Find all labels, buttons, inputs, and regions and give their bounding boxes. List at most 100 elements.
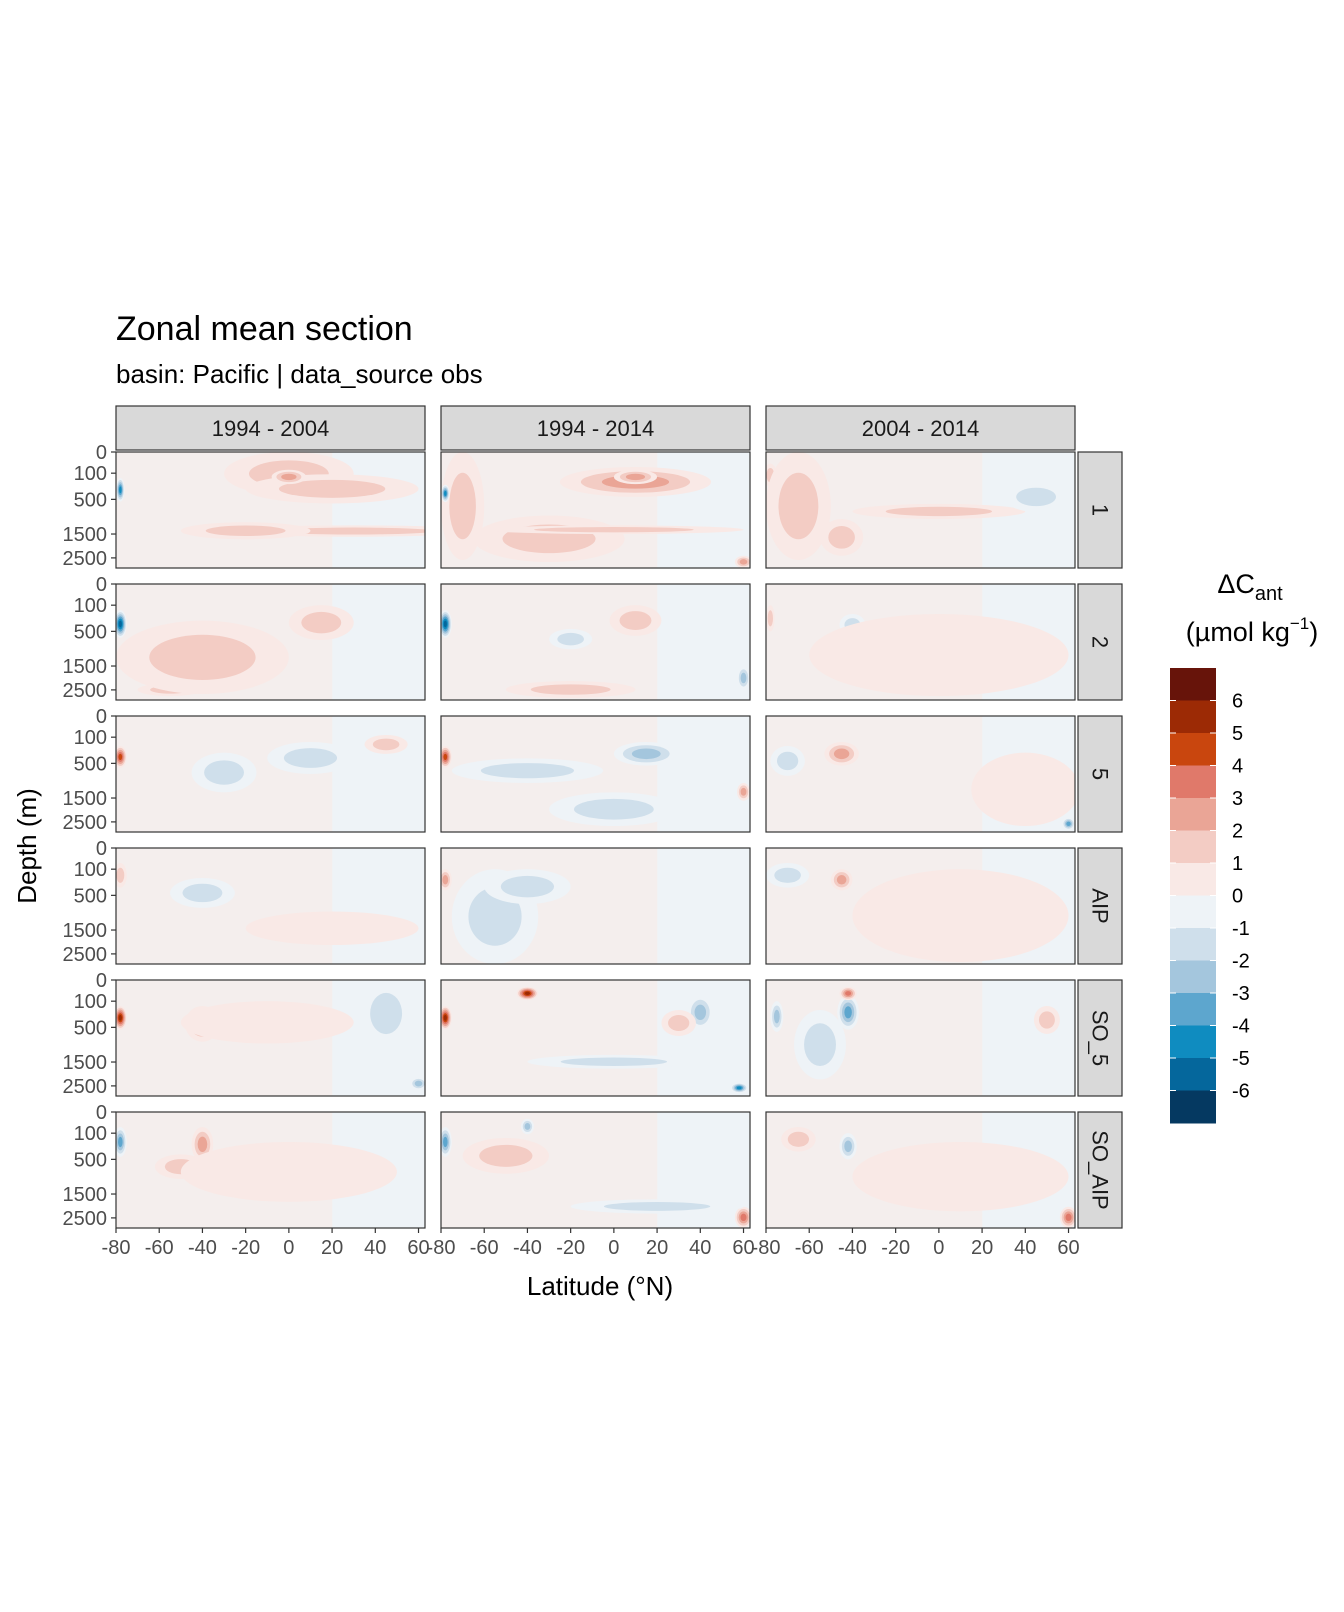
x-tick-label-0: 0	[608, 1237, 619, 1259]
panel-border	[765, 451, 1076, 569]
y-tick-label-0: 0	[96, 838, 107, 860]
contour-5-level-2	[205, 525, 286, 537]
panel-so-5-1994-2014	[441, 980, 750, 1096]
contour-0-level-6	[118, 1014, 122, 1021]
contour-0-level-5	[118, 753, 123, 761]
panel-border	[115, 451, 426, 569]
y-tick-label-500: 500	[74, 1017, 107, 1039]
legend-swatch-6	[1170, 863, 1216, 896]
panel-border	[765, 1111, 1076, 1229]
legend-title-unit: (µmol kg	[1186, 617, 1290, 647]
y-tick-label-2500: 2500	[63, 680, 108, 702]
contour-0-level-3	[442, 875, 449, 885]
legend-title-line1: ΔCant	[1217, 569, 1283, 605]
y-tick-label-500: 500	[74, 753, 107, 775]
row-strip-label-aip: AIP	[1088, 888, 1113, 923]
contour-4-level-2	[1016, 487, 1057, 507]
x-tick-label-20: -20	[556, 1237, 585, 1259]
contour-4-level-2	[668, 1014, 690, 1032]
contour-1-level-2	[479, 1144, 533, 1167]
legend-swatch-9	[1170, 960, 1216, 994]
contour-4-level-2	[534, 527, 694, 533]
y-tick-label-1500: 1500	[63, 788, 108, 810]
contour-3-level-2	[372, 738, 400, 751]
x-tick-label-40: 40	[1014, 1237, 1036, 1259]
contour-5-level-2	[560, 1057, 668, 1066]
legend-label-2: -2	[1232, 951, 1250, 973]
contour-3-level-4	[1066, 821, 1071, 826]
contour-4-level-3	[740, 787, 747, 796]
panel-2-1994-2014	[441, 584, 750, 700]
y-tick-label-100: 100	[74, 595, 107, 617]
contour-1-level-2	[774, 867, 801, 883]
row-strip-label-5: 5	[1088, 768, 1113, 780]
panel-5-2004-2014	[766, 716, 1075, 832]
panel-border	[765, 979, 1076, 1097]
contour-0-level-3	[836, 875, 847, 885]
contour-2-level-2	[370, 992, 403, 1035]
contour-5-level-5	[444, 490, 447, 496]
x-tick-label-40: -40	[188, 1237, 217, 1259]
contour-3-level-3	[524, 1123, 531, 1130]
panel-border	[115, 715, 426, 833]
panel-border	[440, 583, 751, 701]
x-tick-label-20: -20	[881, 1237, 910, 1259]
panel-aip-1994-2004	[116, 848, 425, 964]
panel-2-1994-2004	[116, 584, 425, 700]
legend-swatch-0	[1170, 668, 1216, 701]
panel-border	[115, 583, 426, 701]
contour-3-level-2	[804, 1023, 836, 1066]
legend: ΔCant (µmol kg−1) 6 5 4 3 2 1 0 -1 -2 -3 -4 -5 -6	[1170, 569, 1318, 1124]
contour-3-level-3	[414, 1080, 423, 1087]
contour-0-level-2	[787, 1131, 810, 1147]
contour-3-level-5	[736, 1086, 742, 1090]
contour-1-level-6	[524, 991, 531, 996]
legend-title-subscript: ant	[1255, 583, 1283, 605]
panel-so-5-2004-2014	[766, 980, 1075, 1096]
y-tick-label-0: 0	[96, 1102, 107, 1124]
legend-label-6: -6	[1232, 1081, 1250, 1103]
legend-swatch-12	[1170, 1058, 1216, 1091]
contour-2-level-1	[809, 613, 1069, 697]
row-strip-so-aip	[1077, 1111, 1123, 1229]
x-tick-label-40: -40	[838, 1237, 867, 1259]
legend-label-6: 6	[1232, 691, 1243, 713]
contour-3-level-2	[149, 634, 256, 680]
chart-title: Zonal mean section	[116, 310, 413, 348]
x-tick-label-60: -60	[470, 1237, 499, 1259]
contour-1-level-3	[625, 473, 646, 481]
y-axis: 0100500150025000100500150025000100500150…	[63, 442, 116, 1230]
x-axis: -80 -60 -40 -20 0 20 40 60-80 -60 -40 -20 0 20 40 60-8…	[102, 1228, 1080, 1259]
contour-1-level-2	[778, 472, 819, 540]
contour-2-level-2	[828, 526, 855, 549]
y-tick-label-100: 100	[74, 463, 107, 485]
x-tick-label-0: 0	[933, 1237, 944, 1259]
y-tick-label-0: 0	[96, 574, 107, 596]
row-strip-so-5	[1077, 979, 1123, 1097]
contour-0-level-4	[844, 1006, 852, 1019]
contour-1-level-2	[776, 751, 799, 771]
contour-2-level-2	[204, 760, 244, 785]
contour-4-level-3	[740, 672, 747, 684]
contour-4-level-5	[119, 486, 122, 494]
contour-1-level-4	[845, 991, 852, 996]
contour-3-level-2	[557, 632, 584, 646]
legend-label-2: 2	[1232, 821, 1243, 843]
contour-2-level-4	[1065, 1213, 1072, 1222]
contour-4-level-2	[1038, 1011, 1055, 1029]
y-tick-label-500: 500	[74, 885, 107, 907]
contour-2-level-3	[773, 1009, 780, 1024]
panel-border	[115, 847, 426, 965]
y-tick-label-2500: 2500	[63, 944, 108, 966]
contour-1-level-3	[631, 748, 661, 760]
y-tick-label-500: 500	[74, 621, 107, 643]
panel-5-1994-2004	[116, 716, 425, 832]
contour-4-level-2	[603, 1202, 711, 1211]
legend-label-3: 3	[1232, 788, 1243, 810]
panel-base-field	[441, 980, 658, 1096]
panel-border	[440, 979, 751, 1097]
y-tick-label-500: 500	[74, 1149, 107, 1171]
contour-3-level-1	[180, 1141, 397, 1202]
x-tick-label-60: 60	[407, 1237, 429, 1259]
panel-border	[440, 1111, 751, 1229]
